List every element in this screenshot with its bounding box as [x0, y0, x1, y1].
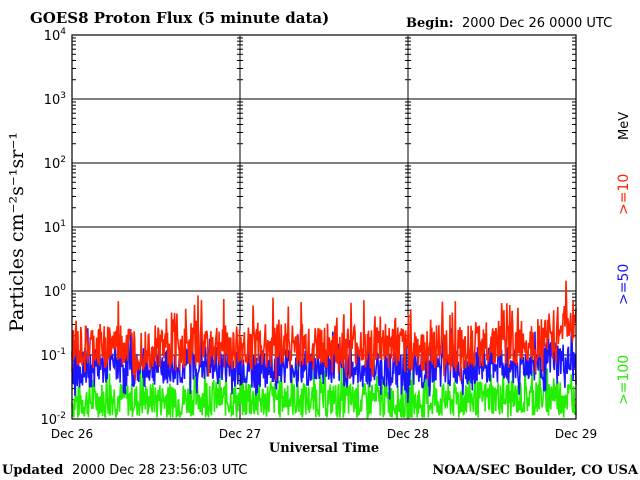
updated-value: 2000 Dec 28 23:56:03 UTC	[72, 463, 247, 478]
series-line	[71, 280, 577, 381]
begin-label: Begin:	[406, 16, 454, 31]
y-tick-label: 101	[44, 219, 66, 236]
y-tick-label: 10-1	[40, 347, 66, 364]
plot-frame	[71, 34, 577, 420]
series-layer	[71, 280, 577, 420]
x-tick-label: Dec 26	[51, 427, 93, 441]
y-tick-label: 10-2	[40, 411, 66, 428]
x-tick-labels: Dec 26 Dec 27 Dec 28 Dec 29	[51, 427, 597, 441]
x-tick-label: Dec 29	[555, 427, 597, 441]
updated-label: Updated	[2, 463, 63, 478]
legend-unit: MeV	[617, 112, 632, 140]
grid-layer	[72, 35, 576, 419]
y-tick-label: 102	[44, 155, 66, 172]
y-tick-label: 103	[44, 91, 66, 108]
y-tick-label: 104	[44, 27, 67, 44]
y-tick-labels: 10-2 10-1 100 101 102 103 104	[40, 27, 66, 428]
legend-50: >=50	[616, 264, 632, 305]
chart-title: GOES8 Proton Flux (5 minute data)	[30, 9, 329, 27]
legend-100: >=100	[616, 355, 632, 405]
y-axis-label: Particles cm⁻²s⁻¹sr⁻¹	[6, 132, 28, 332]
source-credit: NOAA/SEC Boulder, CO USA	[432, 463, 639, 478]
x-tick-label: Dec 28	[387, 427, 429, 441]
legend-10: >=10	[616, 174, 632, 215]
begin-value: 2000 Dec 26 0000 UTC	[462, 16, 612, 31]
x-axis-label: Universal Time	[269, 441, 379, 456]
x-tick-label: Dec 27	[219, 427, 261, 441]
y-tick-label: 100	[44, 283, 67, 300]
